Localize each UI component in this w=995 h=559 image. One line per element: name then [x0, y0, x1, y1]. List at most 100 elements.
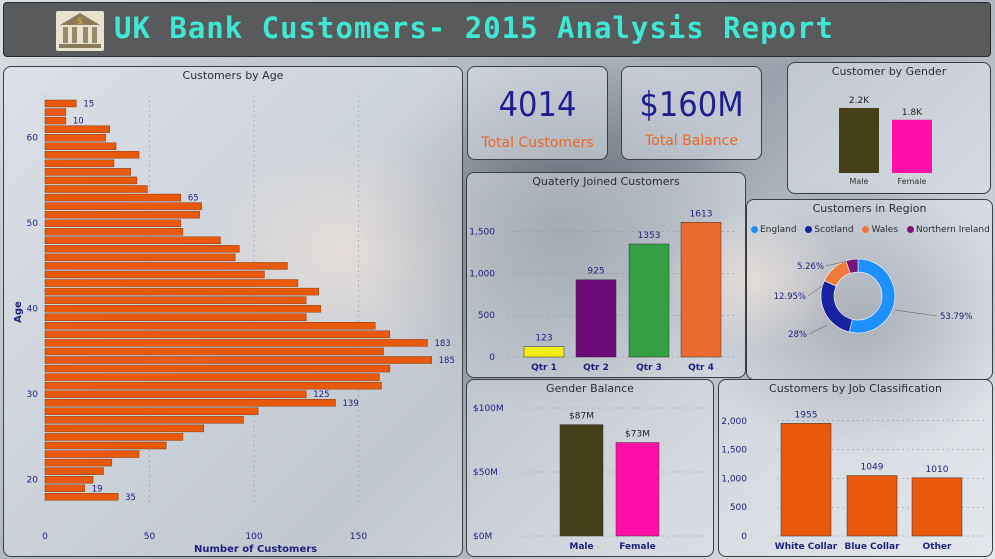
quarter-category-label: Qtr 3 — [636, 363, 662, 373]
age-chart: 0 50 100 150 20 30 40 50 60 15 10 65 183 185 125 139 19 3… — [13, 95, 455, 555]
quarter-data-label: 123 — [535, 334, 552, 344]
quarter-category-label: Qtr 1 — [531, 363, 557, 373]
bank-icon: $ — [56, 11, 104, 51]
customers-in-region-panel[interactable]: Customers in Region England Scotland Wal… — [746, 199, 993, 380]
gender-chart: 2.2K Male 1.8K Female — [839, 96, 932, 186]
y-tick-label: 60 — [27, 134, 39, 144]
age-bar — [44, 339, 428, 347]
age-bar — [44, 304, 322, 313]
age-bar — [44, 381, 382, 390]
age-bar — [44, 296, 307, 304]
age-bar — [44, 99, 77, 108]
leader-line — [894, 309, 938, 317]
customers-by-age-panel[interactable]: Customers by Age 0 50 100 150 20 30 40 50 60 15 10… — [3, 66, 463, 557]
age-bar — [44, 373, 380, 381]
region-slice — [848, 258, 896, 334]
job-bar — [846, 475, 898, 537]
total-customers-label: Total Customers — [481, 135, 594, 151]
gender-category-label: Female — [898, 177, 927, 186]
gender-data-label: 2.2K — [849, 96, 870, 106]
age-bar — [44, 458, 113, 467]
age-data-label: 183 — [434, 339, 450, 349]
gender-data-label: 1.8K — [902, 108, 923, 118]
quarter-bar — [575, 279, 617, 358]
job-bar — [780, 423, 832, 537]
age-bar — [44, 151, 140, 159]
total-customers-card[interactable]: 4014 Total Customers — [467, 66, 608, 160]
age-bar — [44, 287, 319, 296]
age-bar — [44, 322, 376, 330]
age-data-label: 139 — [343, 399, 359, 409]
x-axis-title: Number of Customers — [194, 544, 317, 555]
legend-item-scotland[interactable]: Scotland — [805, 225, 854, 235]
region-slice — [823, 260, 851, 287]
gender-bar — [839, 107, 879, 173]
age-bar — [44, 484, 85, 492]
region-slice — [845, 258, 859, 274]
quarter-data-label: 1613 — [690, 209, 713, 219]
age-bar — [44, 219, 182, 227]
age-bar — [44, 168, 131, 176]
quarterly-joined-panel[interactable]: Quaterly Joined Customers 0 500 1,000 1,500… — [466, 172, 746, 378]
age-bar — [44, 313, 307, 321]
y-tick-label: 0 — [741, 532, 747, 542]
age-bar — [44, 450, 140, 458]
y-tick-label: 1,500 — [721, 446, 747, 456]
age-bar — [44, 159, 115, 168]
x-tick-label: 0 — [42, 532, 48, 542]
region-data-label: 28% — [788, 330, 807, 340]
region-data-label: 5.26% — [797, 262, 824, 272]
customer-by-gender-panel[interactable]: Customer by Gender 2.2K Male 1.8K Female — [787, 62, 991, 194]
panel-title: Customers by Job Classification — [769, 382, 942, 395]
quarter-data-label: 1353 — [638, 231, 661, 241]
gender-category-label: Male — [850, 177, 869, 186]
job-category-label: White Collar — [775, 542, 838, 552]
job-bar — [911, 477, 963, 537]
balance-category-label: Female — [619, 542, 656, 552]
y-tick-label: $100M — [473, 404, 504, 414]
y-tick-label: 2,000 — [721, 417, 747, 427]
panel-title: Customers by Age — [182, 69, 284, 82]
x-tick-label: 100 — [245, 532, 262, 542]
age-bar — [44, 347, 384, 356]
age-bar — [44, 133, 106, 142]
y-tick-label: 0 — [489, 353, 495, 363]
leader-line — [807, 283, 826, 297]
age-bar — [44, 441, 167, 450]
age-bar — [44, 356, 432, 364]
age-data-label: 35 — [125, 493, 136, 503]
age-bar — [44, 279, 299, 287]
gender-bar — [892, 119, 932, 173]
panel-title: Gender Balance — [546, 382, 634, 395]
legend-item-northern-ireland[interactable]: Northern Ireland — [906, 225, 990, 235]
panel-title: Customers in Region — [812, 202, 927, 215]
quarter-bar — [628, 243, 670, 358]
age-data-label: 15 — [83, 100, 94, 110]
age-data-label: 19 — [92, 484, 103, 494]
quarter-bar — [523, 346, 565, 358]
y-tick-label: $50M — [473, 468, 498, 478]
legend-item-england[interactable]: England — [751, 225, 797, 235]
svg-text:$: $ — [77, 17, 83, 27]
gender-balance-panel[interactable]: Gender Balance $0M $50M $100M $87M Male $73M F… — [466, 379, 714, 557]
y-tick-label: 20 — [27, 476, 39, 486]
job-classification-panel[interactable]: Customers by Job Classification 0 500 1,00… — [718, 379, 993, 557]
y-tick-label: 500 — [478, 311, 495, 321]
gender-balance-chart: $0M $50M $100M $87M Male $73M Female — [473, 404, 707, 552]
age-data-label: 10 — [73, 117, 84, 127]
y-tick-label: 1,000 — [721, 474, 747, 484]
age-bar — [44, 253, 236, 262]
age-bar — [44, 476, 94, 484]
job-classification-chart: 0 500 1,000 1,500 2,000 1955 White Collar 1049 B… — [721, 410, 987, 552]
balance-data-label: $87M — [569, 412, 594, 422]
job-category-label: Other — [923, 542, 952, 552]
age-bar — [44, 330, 391, 339]
age-bar — [44, 364, 391, 373]
y-tick-label: $0M — [473, 532, 492, 542]
y-tick-label: 1,000 — [469, 269, 495, 279]
age-bar — [44, 176, 138, 185]
total-balance-label: Total Balance — [645, 133, 738, 149]
total-balance-card[interactable]: $160M Total Balance — [621, 66, 762, 160]
age-bar — [44, 407, 259, 415]
legend-item-wales[interactable]: Wales — [862, 225, 898, 235]
